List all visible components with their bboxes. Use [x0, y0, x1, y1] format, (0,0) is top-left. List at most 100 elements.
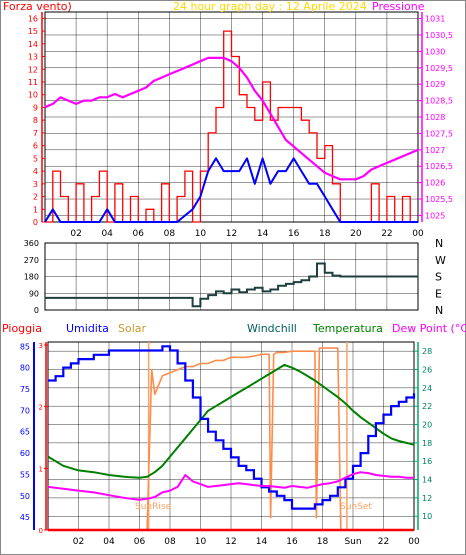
y-left-tick-label: 180	[24, 273, 39, 282]
legend-temperatura: Temperatura	[312, 322, 383, 335]
y-right-tick-label: 24	[422, 384, 432, 393]
y-left-tick-label: 80	[20, 364, 30, 373]
x-tick-label: 04	[103, 537, 115, 547]
y-right-tick-label: 1031	[425, 15, 445, 24]
compass-label: S	[435, 271, 442, 284]
dewpoint-series-line	[47, 471, 414, 501]
x-tick-label: 16	[288, 229, 300, 239]
y-left-tick-label: 12	[28, 65, 38, 74]
direction-series-line	[45, 262, 418, 308]
y-right-tick-label: 26	[422, 366, 432, 375]
x-tick-label: 06	[133, 229, 145, 239]
x-tick-label: 14	[257, 229, 269, 239]
legend-umidita: Umidita	[66, 322, 109, 335]
y-right-tick-label: 1025	[425, 211, 445, 220]
y-right-tick-label: 1025,5	[425, 195, 453, 204]
x-tick-label: 08	[164, 537, 176, 547]
x-tick-label: 10	[195, 537, 207, 547]
y-right-tick-label: 1028	[425, 113, 445, 122]
y-left-tick-label: 45	[20, 513, 30, 522]
legend-dewpoint: Dew Point (°C)	[392, 322, 466, 335]
y-left-tick-label: 4	[33, 167, 38, 176]
y-left-tick-label: 70	[20, 406, 30, 415]
y-left-tick-label: 60	[20, 449, 30, 458]
y-right-tick-label: 12	[422, 494, 432, 503]
pressure-axis-title: Pressione	[372, 0, 425, 13]
x-tick-label: 14	[256, 537, 268, 547]
x-tick-label: Sun	[344, 537, 361, 547]
y-left-tick-label: 11	[28, 78, 38, 87]
x-tick-label: 00	[408, 537, 420, 547]
y-left-tick-label: 65	[20, 428, 30, 437]
x-tick-label: 08	[164, 229, 176, 239]
y-right-tick-label: 14	[422, 476, 432, 485]
x-tick-label: 06	[134, 537, 146, 547]
y-left-tick-label: 7	[33, 129, 38, 138]
y-right-tick-label: 1030	[425, 47, 445, 56]
y-left-tick-label: 3	[33, 180, 38, 189]
y-left-tick-label: 360	[24, 239, 39, 248]
sunset-annotation: SunSet	[340, 502, 372, 512]
y-right-tick-label: 1028,5	[425, 97, 453, 106]
chart-title: 24 hour graph day : 12 Aprile 2024	[173, 0, 367, 13]
y-right-tick-label: 20	[422, 421, 432, 430]
avg-wind-series-line	[44, 157, 418, 223]
y-left-tick-label: 50	[20, 492, 30, 501]
y-left-tick-label: 10	[28, 91, 38, 100]
pressure-series-line	[44, 56, 419, 181]
compass-label: E	[435, 287, 442, 300]
y-right-tick-label: 1026	[425, 179, 445, 188]
y-left-tick-label: 16	[28, 14, 38, 23]
x-tick-label: 02	[70, 229, 81, 239]
y-left-tick-label: 14	[28, 40, 38, 49]
sunrise-annotation: SunRise	[135, 502, 172, 512]
y-right-tick-label: 1029	[425, 80, 445, 89]
y-left-tick-label: 55	[20, 470, 30, 479]
wind-axis-title: Forza vento)	[3, 0, 72, 13]
y-right-tick-label: 1027,5	[425, 129, 453, 138]
x-tick-label: 10	[195, 229, 207, 239]
y-left-tick-label: 13	[28, 53, 38, 62]
y-left-tick-label: 90	[29, 289, 39, 298]
y-right-tick-label: 1027	[425, 146, 445, 155]
x-tick-label: 20	[350, 229, 362, 239]
y-left-tick-label: 2	[33, 193, 38, 202]
x-tick-label: 00	[412, 229, 424, 239]
y-left-tick-label: 5	[33, 154, 38, 163]
temperature-series-line	[47, 363, 415, 479]
y-right-tick-label: 1029,5	[425, 64, 453, 73]
x-tick-label: 16	[286, 537, 298, 547]
compass-label: W	[435, 254, 446, 267]
solar-series-line	[48, 347, 414, 531]
y-left-tick-label: 270	[24, 256, 39, 265]
rain-tick-label: 3	[39, 342, 43, 350]
legend-solar: Solar	[118, 322, 147, 335]
y-left-tick-label: 0	[34, 306, 39, 315]
x-tick-label: 22	[381, 229, 392, 239]
x-tick-label: 22	[378, 537, 389, 547]
x-tick-label: 02	[73, 537, 84, 547]
y-left-tick-label: 85	[20, 342, 30, 351]
y-right-tick-label: 1030,5	[425, 31, 453, 40]
y-right-tick-label: 18	[422, 439, 432, 448]
x-tick-label: 12	[226, 229, 237, 239]
y-left-tick-label: 6	[33, 142, 38, 151]
humidity-series-line	[48, 345, 416, 510]
y-right-tick-label: 28	[422, 347, 432, 356]
y-left-tick-label: 8	[33, 116, 38, 125]
y-left-tick-label: 15	[28, 27, 38, 36]
x-tick-label: 12	[225, 537, 236, 547]
rain-tick-label: 0	[39, 527, 43, 535]
compass-label: N	[435, 237, 443, 250]
x-tick-label: 04	[101, 229, 113, 239]
y-left-tick-label: 75	[20, 385, 30, 394]
x-tick-label: 18	[317, 537, 329, 547]
rain-tick-label: 1	[39, 465, 43, 473]
compass-label: N	[435, 304, 443, 317]
y-right-tick-label: 22	[422, 402, 432, 411]
y-right-tick-label: 1026,5	[425, 162, 453, 171]
x-tick-label: 18	[319, 229, 331, 239]
legend-windchill: Windchill	[247, 322, 297, 335]
